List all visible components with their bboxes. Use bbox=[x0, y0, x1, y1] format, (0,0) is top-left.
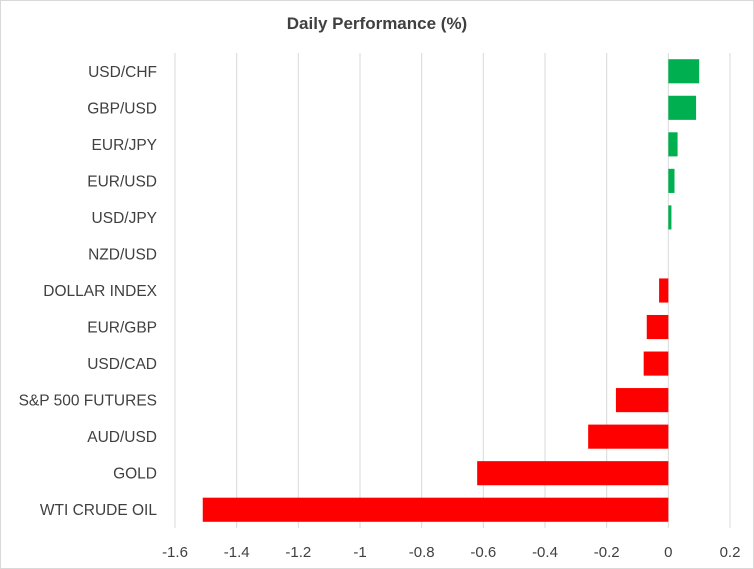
bar-dollar-index bbox=[659, 278, 669, 303]
x-tick-label-5: -0.6 bbox=[470, 544, 496, 561]
bar-usd-jpy bbox=[668, 205, 672, 230]
bar-gbp-usd bbox=[668, 95, 697, 120]
x-tick-label-4: -0.8 bbox=[409, 544, 435, 561]
x-tick-label-7: -0.2 bbox=[594, 544, 620, 561]
category-label-gold: GOLD bbox=[113, 466, 157, 483]
category-label-usd-jpy: USD/JPY bbox=[92, 210, 157, 227]
x-tick-label-1: -1.4 bbox=[224, 544, 250, 561]
category-label-nzd-usd: NZD/USD bbox=[88, 246, 157, 263]
category-label-eur-usd: EUR/USD bbox=[87, 173, 157, 190]
x-tick-label-0: -1.6 bbox=[162, 544, 188, 561]
category-label-wti-crude-oil: WTI CRUDE OIL bbox=[40, 502, 157, 519]
bar-usd-chf bbox=[668, 59, 700, 84]
bar-wti-crude-oil bbox=[202, 497, 669, 522]
category-label-usd-chf: USD/CHF bbox=[88, 64, 157, 81]
category-label-eur-jpy: EUR/JPY bbox=[92, 137, 157, 154]
bar-aud-usd bbox=[588, 424, 669, 449]
category-label-dollar-index: DOLLAR INDEX bbox=[43, 283, 157, 300]
category-label-aud-usd: AUD/USD bbox=[87, 429, 157, 446]
x-tick-label-8: 0 bbox=[664, 544, 672, 561]
x-tick-label-6: -0.4 bbox=[532, 544, 558, 561]
category-label-eur-gbp: EUR/GBP bbox=[87, 320, 157, 337]
x-tick-label-2: -1.2 bbox=[285, 544, 311, 561]
bar-s-p-500-futures bbox=[615, 388, 669, 413]
bar-eur-usd bbox=[668, 168, 675, 193]
category-label-gbp-usd: GBP/USD bbox=[87, 100, 157, 117]
category-label-usd-cad: USD/CAD bbox=[87, 356, 157, 373]
bar-gold bbox=[477, 461, 669, 486]
category-label-s-p-500-futures: S&P 500 FUTURES bbox=[19, 393, 157, 410]
bar-eur-jpy bbox=[668, 132, 678, 157]
x-tick-label-3: -1 bbox=[353, 544, 366, 561]
bar-usd-cad bbox=[643, 351, 669, 376]
chart-title: Daily Performance (%) bbox=[286, 14, 468, 33]
x-tick-label-9: 0.2 bbox=[720, 544, 741, 561]
bar-eur-gbp bbox=[646, 314, 669, 340]
